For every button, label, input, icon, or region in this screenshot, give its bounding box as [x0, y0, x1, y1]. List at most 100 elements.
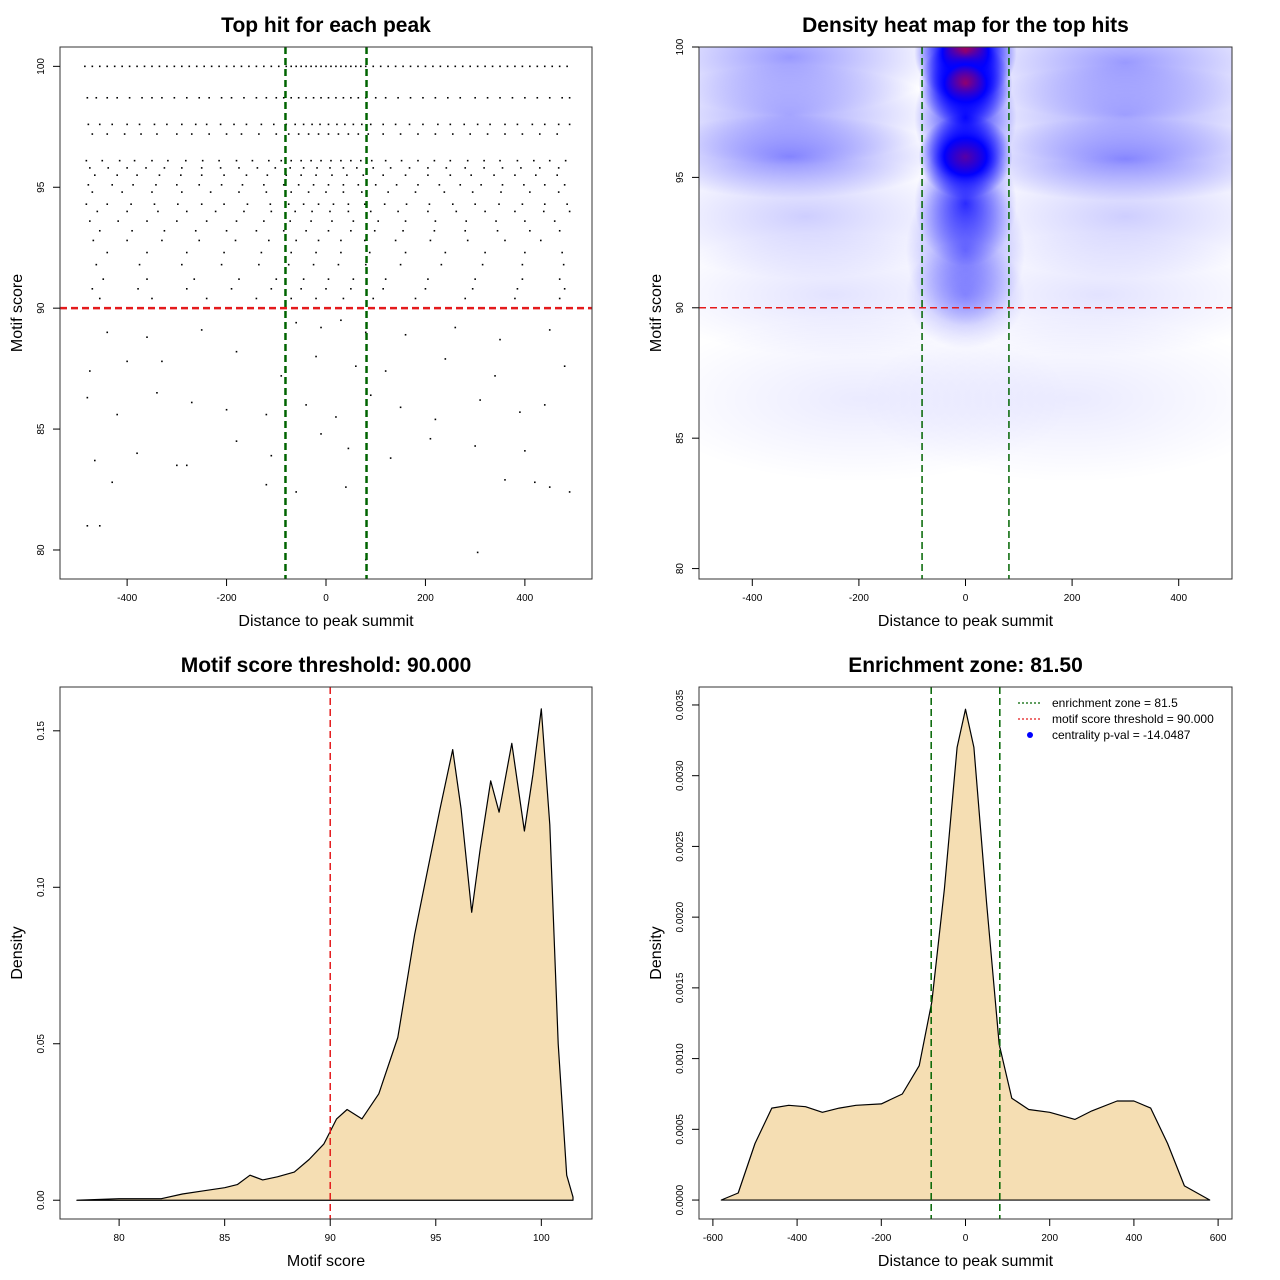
- legend-label: enrichment zone = 81.5: [1052, 696, 1178, 710]
- data-point: [465, 220, 468, 222]
- data-point: [194, 229, 197, 232]
- data-point: [214, 210, 217, 213]
- data-point: [364, 263, 367, 266]
- data-point: [561, 251, 563, 254]
- data-point: [557, 123, 560, 126]
- data-point: [345, 65, 347, 68]
- data-point: [529, 229, 531, 232]
- y-axis-label: Density: [9, 926, 26, 979]
- data-point: [132, 184, 134, 186]
- data-point: [302, 278, 305, 280]
- data-point: [360, 123, 363, 126]
- data-point: [476, 551, 479, 554]
- y-tick-label: 90: [675, 302, 686, 314]
- data-point: [342, 167, 345, 169]
- data-point: [360, 159, 362, 162]
- data-point: [320, 65, 322, 68]
- data-point: [350, 96, 352, 99]
- data-point: [151, 65, 153, 68]
- data-point: [352, 278, 355, 280]
- data-point: [369, 210, 372, 213]
- data-point: [342, 184, 345, 186]
- data-point: [564, 159, 567, 162]
- data-point: [496, 229, 499, 232]
- data-point: [141, 96, 143, 99]
- data-point: [382, 288, 384, 290]
- plot-area: [720, 687, 1211, 1219]
- legend: enrichment zone = 81.5 motif score thresh…: [1018, 696, 1214, 742]
- data-point: [551, 65, 554, 68]
- data-point: [521, 203, 524, 205]
- data-point: [427, 278, 429, 280]
- data-point: [130, 203, 132, 205]
- data-point: [521, 65, 524, 68]
- data-point: [246, 203, 249, 205]
- data-point: [429, 239, 432, 242]
- data-point: [156, 392, 158, 394]
- data-point: [153, 203, 156, 205]
- data-point: [449, 159, 452, 162]
- y-tick-label: 100: [675, 38, 686, 55]
- data-point: [287, 133, 290, 135]
- data-point: [297, 96, 300, 99]
- data-point: [106, 203, 109, 205]
- data-point: [429, 437, 432, 440]
- data-point: [91, 288, 94, 290]
- data-point: [151, 96, 153, 99]
- data-point: [399, 263, 402, 266]
- data-point: [433, 229, 436, 232]
- chart-title: Top hit for each peak: [221, 14, 431, 37]
- data-point: [340, 239, 342, 242]
- data-point: [136, 452, 138, 455]
- data-point: [427, 167, 429, 169]
- data-point: [219, 167, 222, 169]
- data-point: [258, 263, 260, 266]
- data-point: [181, 123, 183, 126]
- x-tick-label: 0: [963, 1233, 969, 1244]
- data-point: [95, 263, 98, 266]
- data-point: [181, 167, 183, 169]
- data-point: [223, 174, 225, 176]
- data-point: [131, 229, 133, 232]
- data-point: [474, 96, 476, 99]
- data-point: [188, 65, 191, 68]
- data-point: [516, 159, 519, 162]
- data-point: [471, 288, 474, 290]
- y-tick-label: 0.0015: [675, 972, 686, 1003]
- data-point: [568, 491, 571, 493]
- data-point: [428, 203, 431, 205]
- data-point: [372, 167, 375, 169]
- data-point: [481, 263, 484, 266]
- data-point: [451, 133, 454, 135]
- x-tick-label: 100: [533, 1233, 550, 1244]
- data-point: [499, 159, 501, 162]
- data-point: [94, 459, 96, 462]
- data-point: [568, 123, 571, 126]
- data-point: [143, 65, 146, 68]
- data-point: [185, 464, 188, 467]
- data-point: [486, 96, 489, 99]
- data-point: [163, 229, 166, 232]
- data-point: [484, 210, 486, 213]
- data-point: [290, 297, 292, 300]
- data-point: [368, 251, 371, 254]
- data-point: [317, 133, 320, 135]
- data-point: [107, 167, 110, 169]
- data-point: [263, 65, 265, 68]
- data-point: [384, 159, 387, 162]
- data-point: [374, 96, 377, 99]
- data-point: [98, 65, 101, 68]
- data-point: [270, 65, 273, 68]
- data-point: [369, 123, 372, 126]
- data-point: [98, 123, 101, 126]
- data-point: [106, 133, 109, 135]
- data-point: [200, 203, 203, 205]
- data-point: [466, 239, 469, 242]
- data-point: [91, 65, 94, 68]
- data-point: [126, 360, 128, 363]
- data-point: [113, 65, 116, 68]
- data-point: [440, 263, 443, 266]
- data-point: [234, 239, 237, 242]
- data-point: [295, 239, 297, 242]
- data-point: [355, 65, 357, 68]
